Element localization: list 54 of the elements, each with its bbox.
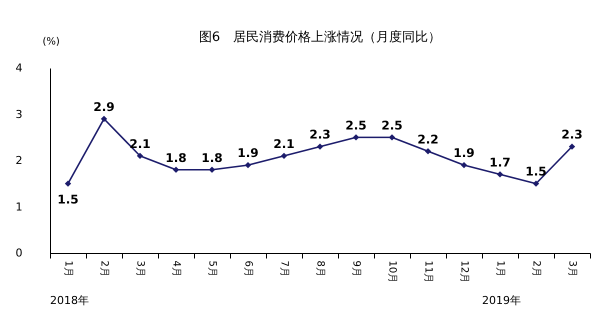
data-label: 2.1 — [273, 136, 295, 151]
data-label: 2.5 — [345, 118, 367, 132]
point — [280, 152, 288, 160]
point — [496, 171, 504, 178]
point — [388, 134, 396, 141]
point — [460, 162, 468, 168]
y-tick-label: 1 — [16, 200, 22, 214]
x-tick-label: 2月 — [98, 260, 110, 277]
x-tick-label: 1月 — [62, 260, 74, 277]
text: 2018年 — [50, 294, 89, 307]
x-tick-label: 4月 — [170, 260, 182, 277]
data-label: 2.9 — [93, 100, 115, 114]
x-tick-label: 7月 — [278, 260, 290, 277]
y-tick-label: 2 — [16, 154, 22, 167]
data-label: 1.8 — [165, 150, 187, 165]
point — [64, 180, 72, 187]
x-tick-label: 10月 — [386, 260, 398, 284]
data-label: 1.9 — [453, 146, 475, 160]
data-label: 1.5 — [57, 192, 79, 207]
data-label: 1.9 — [237, 146, 259, 160]
point — [208, 166, 216, 173]
x-tick-label: 5月 — [206, 260, 218, 277]
data-label: 2.3 — [309, 128, 331, 142]
point — [244, 162, 252, 168]
chart-title: 图6 居民消费价格上涨情况（月度同比） — [198, 29, 442, 45]
point — [136, 152, 144, 160]
x-tick-label: 8月 — [314, 260, 326, 277]
data-label: 1.8 — [201, 150, 223, 165]
y-tick-label: 3 — [16, 108, 22, 121]
x-tick-label: 6月 — [242, 260, 254, 277]
y-tick-label: 4 — [16, 62, 22, 74]
y-tick-label: 0 — [16, 246, 22, 260]
x-tick-label: 1月 — [494, 260, 506, 277]
data-label: 2.2 — [417, 132, 439, 146]
x-tick-label: 3月 — [134, 260, 146, 277]
x-tick-label: 9月 — [350, 260, 362, 277]
data-label: 2.3 — [561, 128, 583, 142]
point — [316, 143, 324, 150]
point — [352, 134, 360, 141]
x-tick-label: 3月 — [566, 260, 578, 277]
data-label: 1.7 — [489, 155, 511, 170]
data-label: 1.5 — [525, 164, 547, 179]
text: 2019年 — [482, 294, 521, 307]
point — [532, 180, 540, 187]
data-label: 2.5 — [381, 118, 403, 132]
data-label: 2.1 — [129, 136, 151, 151]
point — [100, 116, 108, 122]
point — [172, 166, 180, 173]
point — [568, 143, 576, 150]
x-tick-label: 11月 — [422, 260, 434, 284]
x-tick-label: 12月 — [458, 260, 470, 284]
point — [424, 148, 432, 154]
y-axis-title: (%) — [42, 36, 60, 48]
x-tick-label: 2月 — [530, 260, 542, 277]
